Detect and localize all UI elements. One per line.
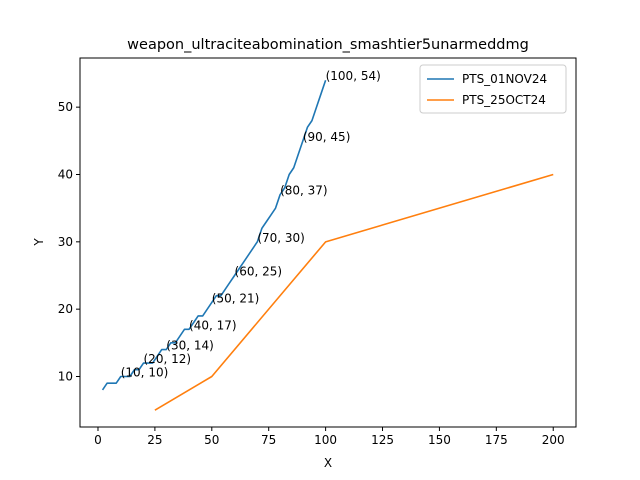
y-axis-label: Y bbox=[32, 238, 46, 247]
y-axis: 10 20 30 40 50 bbox=[58, 100, 80, 383]
legend-box bbox=[419, 64, 567, 114]
y-tick-label: 30 bbox=[58, 235, 73, 249]
data-label: (40, 17) bbox=[189, 318, 237, 332]
x-tick-label: 150 bbox=[428, 433, 451, 447]
y-tick-label: 10 bbox=[58, 369, 73, 383]
data-label: (10, 10) bbox=[121, 365, 169, 379]
chart-title: weapon_ultraciteabomination_smashtier5un… bbox=[127, 37, 529, 53]
series-line-1 bbox=[101, 79, 327, 391]
x-tick-label: 100 bbox=[314, 433, 337, 447]
x-axis-label: X bbox=[324, 456, 332, 470]
x-tick-label: 0 bbox=[94, 433, 102, 447]
data-label: (90, 45) bbox=[303, 130, 351, 144]
data-label: (70, 30) bbox=[257, 231, 305, 245]
x-axis: 0 25 50 75 100 125 150 175 200 bbox=[94, 427, 565, 447]
legend-label-2: PTS_25OCT24 bbox=[462, 93, 546, 107]
legend: PTS_01NOV24 PTS_25OCT24 bbox=[419, 64, 567, 114]
x-tick-label: 75 bbox=[261, 433, 276, 447]
data-label: (30, 14) bbox=[166, 339, 214, 353]
x-tick-label: 200 bbox=[542, 433, 565, 447]
data-label: (20, 12) bbox=[144, 352, 192, 366]
y-tick-label: 50 bbox=[58, 100, 73, 114]
y-tick-label: 20 bbox=[58, 302, 73, 316]
data-label: (50, 21) bbox=[212, 291, 260, 305]
series-line-2 bbox=[154, 173, 554, 411]
y-tick-label: 40 bbox=[58, 167, 73, 181]
plot-annotations: (10, 10)(20, 12)(30, 14) (40, 17) (50, 21)… bbox=[121, 69, 381, 379]
x-tick-label: 125 bbox=[371, 433, 394, 447]
plot-lines bbox=[101, 79, 554, 411]
data-label: (80, 37) bbox=[280, 184, 328, 198]
x-tick-label: 175 bbox=[485, 433, 508, 447]
legend-label-1: PTS_01NOV24 bbox=[462, 72, 547, 86]
data-label: (60, 25) bbox=[235, 264, 283, 278]
x-tick-label: 25 bbox=[147, 433, 162, 447]
data-label: (100, 54) bbox=[326, 69, 381, 83]
axes-frame bbox=[79, 57, 577, 428]
x-tick-label: 50 bbox=[204, 433, 219, 447]
